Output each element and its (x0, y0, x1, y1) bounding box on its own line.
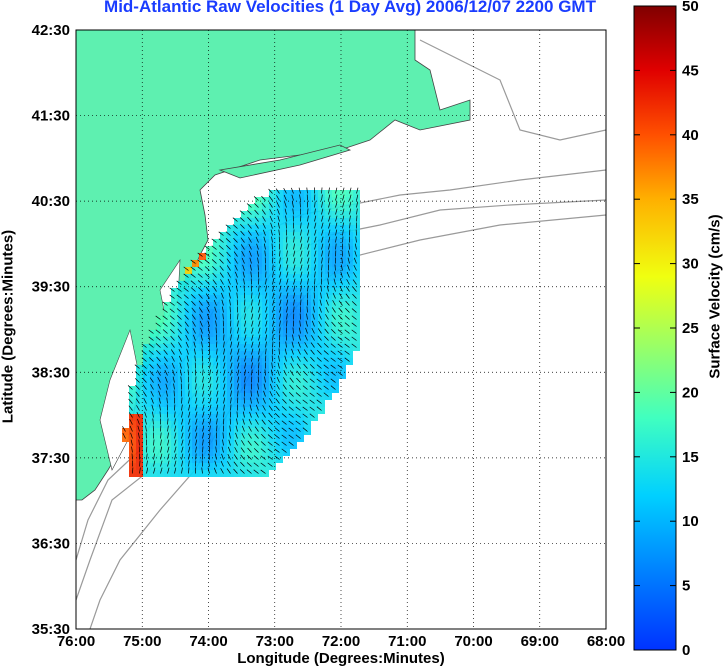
colorbar-tick-label: 15 (682, 449, 699, 466)
colorbar-tick-label: 45 (682, 62, 699, 79)
colorbar-tick-label: 0 (682, 642, 690, 659)
colorbar-tick-label: 10 (682, 513, 699, 530)
colorbar-tick-label: 40 (682, 127, 699, 144)
colorbar-tick-label: 25 (682, 320, 699, 337)
colorbar-ticks: 0 5 10 15 20 25 30 35 40 45 50 (634, 0, 699, 659)
velocity-vectors (122, 187, 359, 474)
y-tick-label: 37:30 (32, 450, 70, 467)
longitude-ticks: 76:00 75:00 74:00 73:00 72:00 71:00 70:00 69:00… (57, 633, 625, 650)
x-tick-label: 73:00 (256, 633, 294, 650)
y-tick-label: 40:30 (32, 193, 70, 210)
latitude-ticks: 35:30 36:30 37:30 38:30 39:30 40:30 41:30 42:30 (32, 22, 70, 638)
map-title: Mid-Atlantic Raw Velocities (1 Day Avg) … (104, 0, 596, 16)
colorbar-tick-label: 5 (682, 578, 690, 595)
colorbar-tick-label: 35 (682, 191, 699, 208)
x-tick-label: 74:00 (189, 633, 227, 650)
x-tick-label: 76:00 (57, 633, 95, 650)
x-tick-label: 72:00 (322, 633, 360, 650)
y-tick-label: 35:30 (32, 621, 70, 638)
x-tick-label: 70:00 (454, 633, 492, 650)
colorbar-tick-label: 20 (682, 384, 699, 401)
y-axis-label: Latitude (Degrees:Minutes) (0, 229, 17, 424)
long-island (218, 144, 352, 179)
map-grid (76, 30, 606, 629)
x-tick-label: 71:00 (388, 633, 426, 650)
y-tick-label: 39:30 (32, 279, 70, 296)
y-tick-label: 36:30 (32, 535, 70, 552)
y-tick-label: 42:30 (32, 22, 70, 39)
x-axis-label: Longitude (Degrees:Minutes) (237, 650, 445, 667)
x-tick-label: 75:00 (123, 633, 161, 650)
colorbar-label: Surface Velocity (cm/s) (706, 214, 724, 379)
y-tick-label: 38:30 (32, 364, 70, 381)
colorbar (633, 5, 677, 651)
y-tick-label: 41:30 (32, 108, 70, 125)
x-tick-label: 68:00 (587, 633, 625, 650)
map-frame (75, 29, 607, 630)
x-tick-label: 69:00 (521, 633, 559, 650)
colorbar-tick-label: 50 (682, 0, 699, 15)
colorbar-tick-label: 30 (682, 256, 699, 273)
